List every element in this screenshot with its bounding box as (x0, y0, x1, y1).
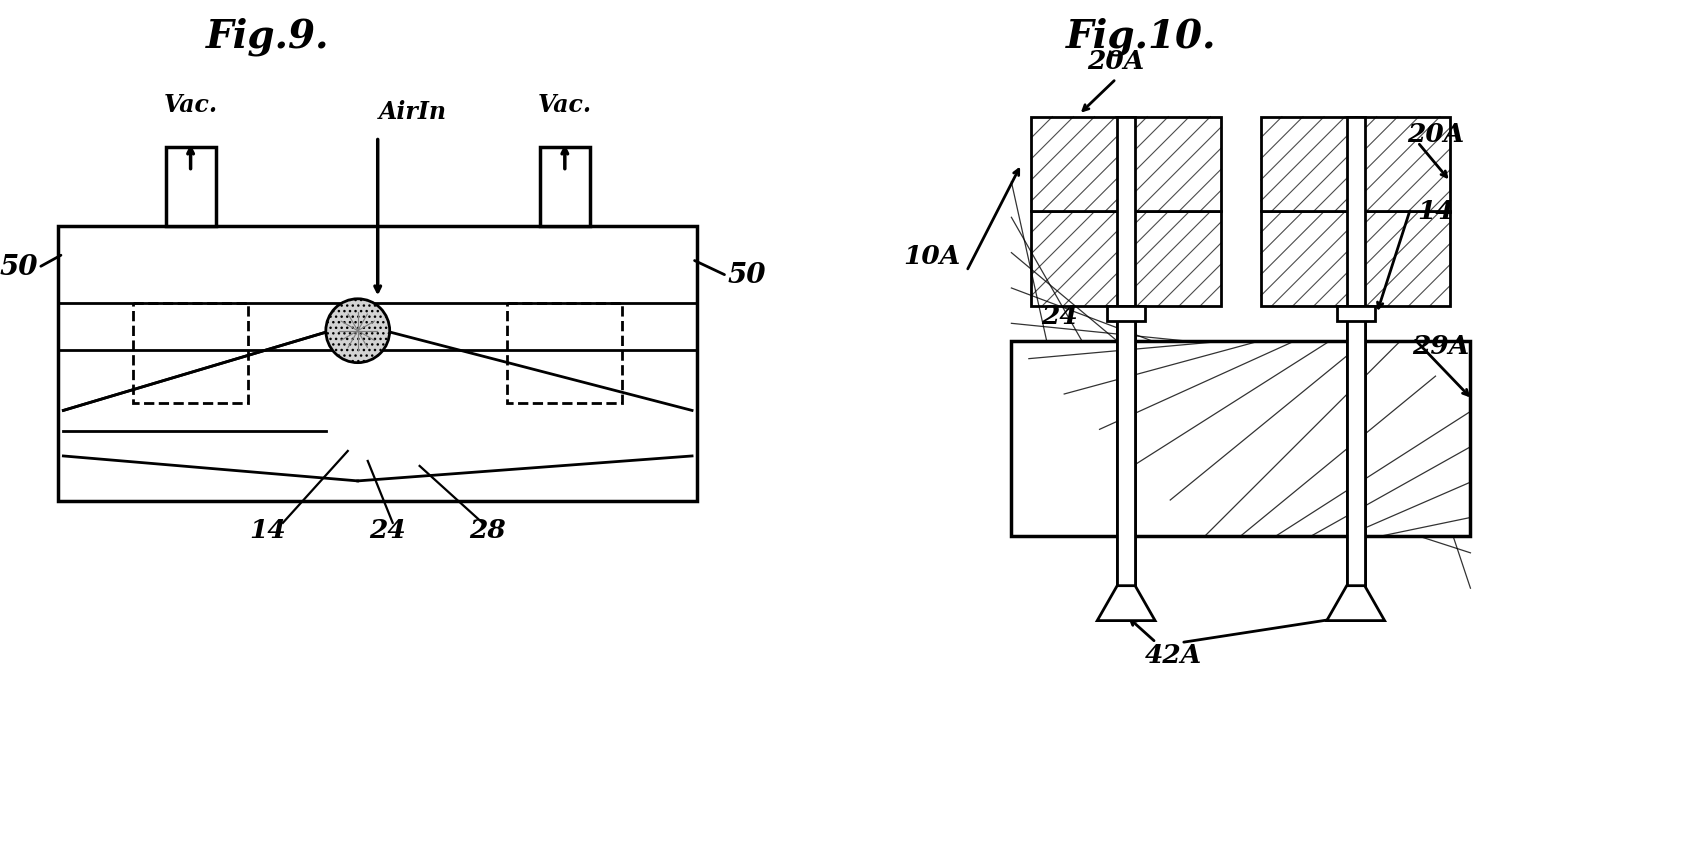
Text: 10A: 10A (903, 244, 960, 268)
Text: Fig.10.: Fig.10. (1067, 17, 1217, 56)
Text: 28: 28 (468, 518, 506, 543)
Bar (1356, 211, 1451, 307)
Bar (59, 226, 698, 501)
Bar (1336, 307, 1375, 321)
Bar (1011, 341, 1471, 536)
Bar (1346, 117, 1365, 585)
Bar (1126, 211, 1222, 307)
Text: 14: 14 (249, 518, 286, 543)
Bar (1356, 117, 1451, 211)
Bar (1117, 117, 1136, 585)
Text: 50: 50 (0, 254, 37, 281)
Bar (165, 146, 216, 226)
Bar (1031, 117, 1126, 211)
Text: Vac.: Vac. (163, 93, 217, 117)
Text: AirIn: AirIn (379, 100, 447, 124)
Text: 20A: 20A (1407, 121, 1464, 146)
Bar (1117, 307, 1136, 585)
Text: 29A: 29A (1412, 333, 1469, 359)
Text: 14: 14 (1417, 199, 1454, 224)
Text: 20A: 20A (1087, 49, 1144, 74)
Text: 24: 24 (1041, 304, 1078, 329)
Bar (1260, 117, 1356, 211)
Bar (1260, 211, 1356, 307)
Bar (1107, 307, 1146, 321)
Bar (507, 303, 622, 403)
Text: Vac.: Vac. (538, 93, 591, 117)
Bar (1346, 307, 1365, 585)
Bar (133, 303, 248, 403)
Text: Fig.9.: Fig.9. (206, 17, 330, 56)
Bar (1031, 211, 1126, 307)
Text: 24: 24 (369, 518, 406, 543)
Bar (539, 146, 590, 226)
Bar (1126, 117, 1222, 211)
Polygon shape (1097, 585, 1156, 621)
Text: 42A: 42A (1144, 643, 1201, 668)
Circle shape (325, 299, 389, 363)
Polygon shape (1326, 585, 1385, 621)
Text: 50: 50 (728, 262, 767, 289)
